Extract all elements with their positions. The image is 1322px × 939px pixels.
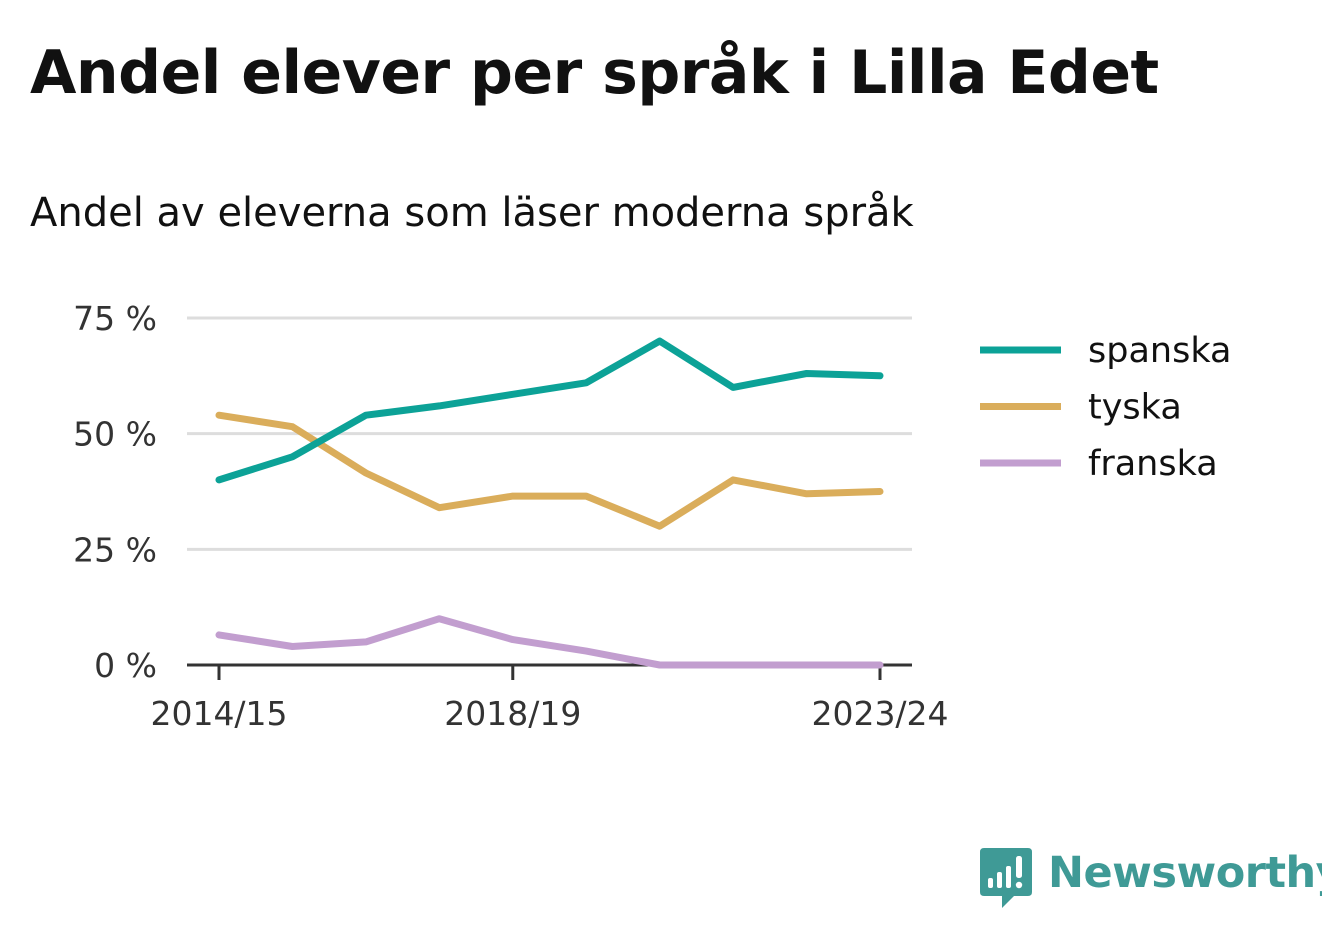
gridlines <box>187 316 912 551</box>
y-tick-label: 25 % <box>73 530 157 569</box>
series-line-spanska <box>215 337 884 484</box>
x-tick-label: 2023/24 <box>811 694 948 733</box>
chart-subtitle: Andel av eleverna som läser moderna språ… <box>30 190 914 236</box>
legend: spanska tyska franska <box>980 331 1231 484</box>
newsworthy-logo-icon <box>980 848 1032 908</box>
y-tick-label: 50 % <box>73 415 157 454</box>
chart-title: Andel elever per språk i Lilla Edet <box>30 38 1159 108</box>
brand-name: Newsworthy <box>1048 848 1322 898</box>
x-tick-label: 2014/15 <box>150 694 287 733</box>
series-line-franska <box>215 615 884 669</box>
legend-label-tyska: tyska <box>1088 388 1182 428</box>
legend-label-spanska: spanska <box>1088 331 1231 371</box>
x-tick-label: 2018/19 <box>444 694 581 733</box>
y-tick-label: 75 % <box>73 299 157 338</box>
legend-label-franska: franska <box>1088 444 1218 484</box>
brand-logo: Newsworthy <box>980 848 1322 912</box>
series-line-tyska <box>215 411 884 530</box>
y-tick-label: 0 % <box>94 646 157 685</box>
series-lines <box>215 337 884 669</box>
